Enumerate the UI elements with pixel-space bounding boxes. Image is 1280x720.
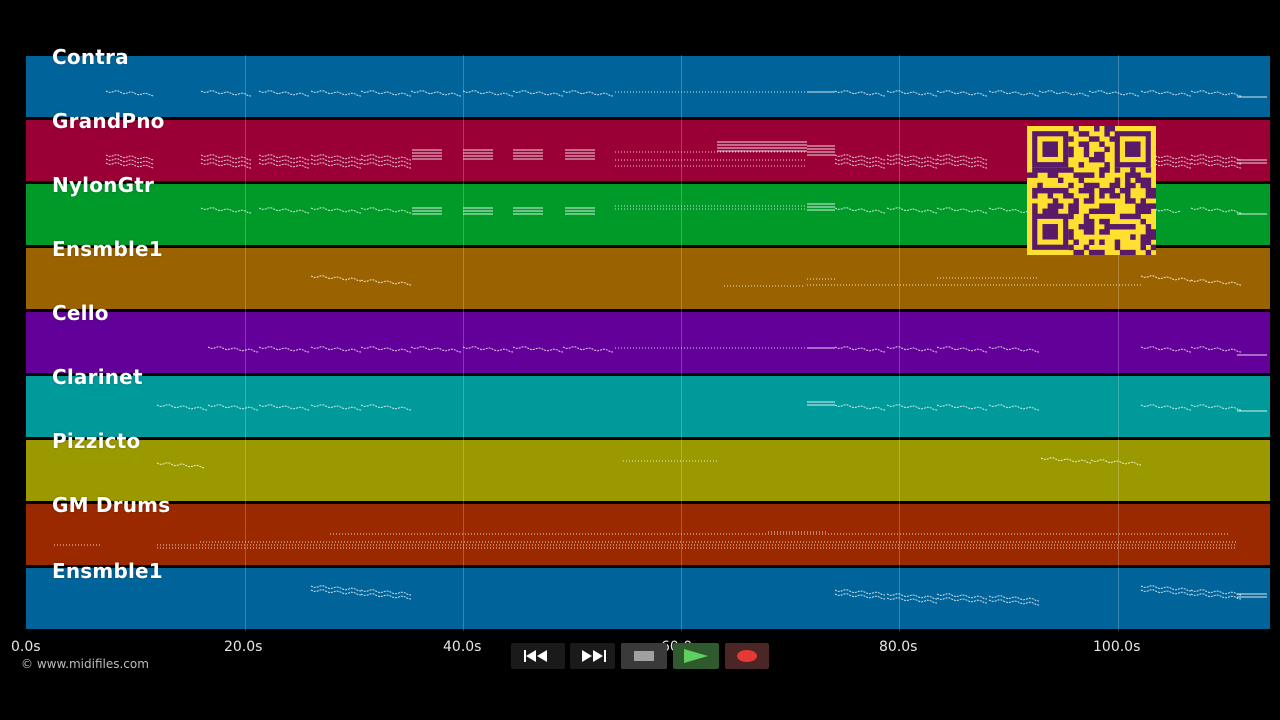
track-lane-ensmble1 <box>26 247 1270 309</box>
track-lane-pizzicto <box>26 439 1270 501</box>
track-label: Cello <box>52 301 109 325</box>
qr-code <box>1027 126 1156 255</box>
track-lane-contra <box>26 55 1270 117</box>
stop-button[interactable] <box>621 643 667 669</box>
timeline-tick: 100.0s <box>1093 639 1141 655</box>
copyright-text: © www.midifiles.com <box>21 657 149 671</box>
track-label: Ensmble1 <box>52 237 163 261</box>
track-lane-cello <box>26 311 1270 373</box>
timeline-tick: 0.0s <box>11 639 41 655</box>
timeline-tick: 20.0s <box>224 639 263 655</box>
track-label: Pizzicto <box>52 429 141 453</box>
record-button[interactable] <box>725 643 769 669</box>
track-label: Clarinet <box>52 365 143 389</box>
gridline <box>1118 55 1119 631</box>
rewind-icon <box>524 650 547 662</box>
track-label: GrandPno <box>52 109 165 133</box>
fast-forward-button[interactable] <box>570 643 615 669</box>
timeline-tick: 40.0s <box>443 639 482 655</box>
play-button[interactable] <box>673 643 719 669</box>
gridline <box>681 55 682 631</box>
gridline <box>245 55 246 631</box>
track-label: Ensmble1 <box>52 559 163 583</box>
track-lane-clarinet <box>26 375 1270 437</box>
track-label: Contra <box>52 45 129 69</box>
track-lane-ensmble1-2 <box>26 567 1270 629</box>
gridline <box>463 55 464 631</box>
fast-forward-icon <box>581 650 606 662</box>
rewind-button[interactable] <box>511 643 565 669</box>
stop-icon <box>634 651 654 661</box>
gridline <box>899 55 900 631</box>
track-label: NylonGtr <box>52 173 155 197</box>
play-icon <box>684 649 708 663</box>
record-icon <box>737 650 757 662</box>
timeline-tick: 80.0s <box>879 639 918 655</box>
track-label: GM Drums <box>52 493 171 517</box>
